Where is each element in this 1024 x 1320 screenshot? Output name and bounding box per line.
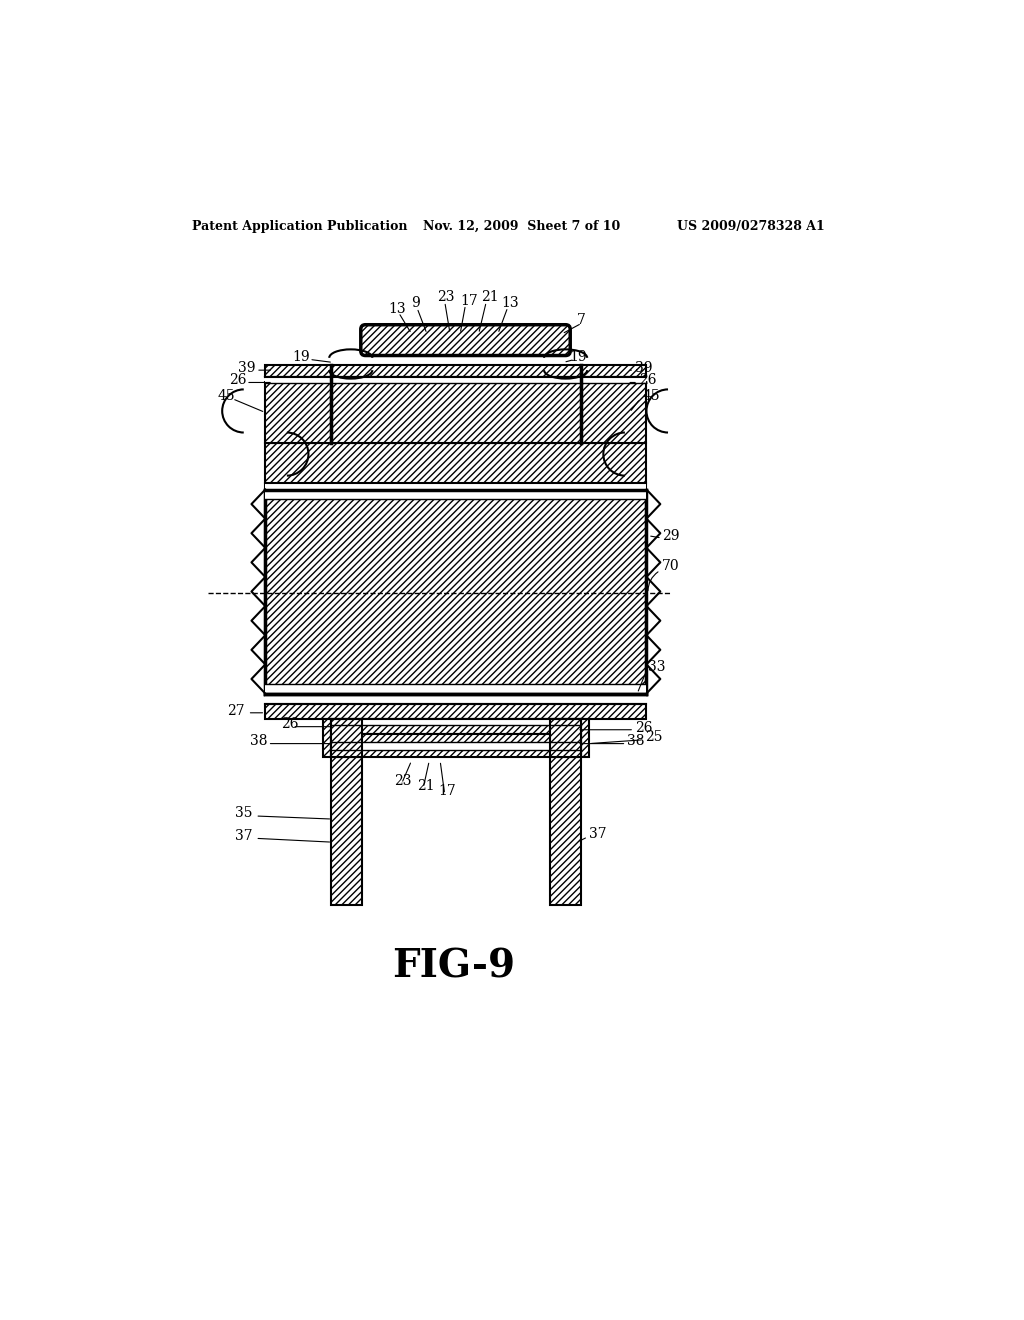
Bar	[331, 378, 581, 444]
Text: 26: 26	[635, 721, 652, 735]
Text: 25: 25	[645, 730, 663, 744]
Bar	[331, 719, 581, 734]
Bar	[265, 704, 646, 719]
Text: 17: 17	[438, 784, 457, 799]
Bar	[581, 378, 646, 444]
Bar	[265, 483, 646, 490]
Bar	[331, 758, 361, 906]
Bar	[550, 758, 581, 906]
Text: 17: 17	[460, 294, 478, 308]
Bar	[581, 378, 646, 444]
Text: 19: 19	[569, 350, 587, 364]
FancyBboxPatch shape	[360, 325, 570, 355]
Bar	[265, 704, 646, 719]
Text: 7: 7	[578, 313, 586, 327]
Bar	[265, 378, 646, 383]
Bar	[331, 719, 581, 734]
Text: 13: 13	[502, 296, 519, 310]
Text: Patent Application Publication: Patent Application Publication	[193, 219, 408, 232]
Bar	[265, 378, 331, 444]
Bar	[265, 490, 646, 693]
Bar	[265, 490, 646, 693]
Bar	[331, 378, 581, 444]
Bar	[331, 742, 581, 750]
Bar	[265, 490, 646, 499]
Text: 39: 39	[239, 360, 256, 375]
Text: 39: 39	[635, 360, 652, 375]
Bar	[331, 719, 361, 758]
Bar	[550, 719, 581, 758]
Text: 26: 26	[281, 717, 298, 731]
Text: FIG-9: FIG-9	[392, 948, 515, 986]
Text: 45: 45	[217, 388, 236, 403]
Bar	[265, 693, 646, 704]
Text: 19: 19	[292, 350, 310, 364]
Text: 23: 23	[437, 290, 455, 304]
Text: 27: 27	[226, 705, 245, 718]
Bar	[265, 364, 646, 378]
Bar	[265, 364, 646, 378]
Bar	[323, 719, 331, 758]
Text: Nov. 12, 2009  Sheet 7 of 10: Nov. 12, 2009 Sheet 7 of 10	[423, 219, 621, 232]
Bar	[265, 378, 331, 444]
Bar	[331, 719, 581, 725]
Text: 29: 29	[662, 529, 679, 543]
Text: 35: 35	[234, 807, 252, 820]
Bar	[550, 719, 581, 758]
Bar	[323, 719, 331, 758]
Text: 37: 37	[234, 829, 252, 843]
Bar	[331, 758, 361, 906]
Bar	[581, 719, 589, 758]
Bar	[265, 444, 646, 490]
Bar	[265, 444, 646, 490]
Bar	[581, 719, 589, 758]
Bar	[331, 734, 581, 758]
Text: 21: 21	[481, 290, 499, 304]
Text: 45: 45	[643, 388, 660, 403]
Text: 37: 37	[589, 828, 606, 841]
Bar	[265, 684, 646, 693]
Text: 26: 26	[639, 374, 656, 387]
Text: 21: 21	[417, 779, 434, 793]
Text: 23: 23	[394, 774, 412, 788]
Bar	[550, 758, 581, 906]
Bar	[265, 490, 646, 693]
Text: US 2009/0278328 A1: US 2009/0278328 A1	[677, 219, 825, 232]
Text: 13: 13	[388, 301, 407, 315]
Text: 26: 26	[229, 374, 247, 387]
Text: 70: 70	[662, 560, 680, 573]
Bar	[331, 719, 361, 758]
Text: 38: 38	[250, 734, 267, 748]
Text: 38: 38	[628, 734, 645, 748]
Text: 9: 9	[412, 296, 421, 310]
Text: 33: 33	[648, 660, 666, 673]
Bar	[331, 734, 581, 758]
